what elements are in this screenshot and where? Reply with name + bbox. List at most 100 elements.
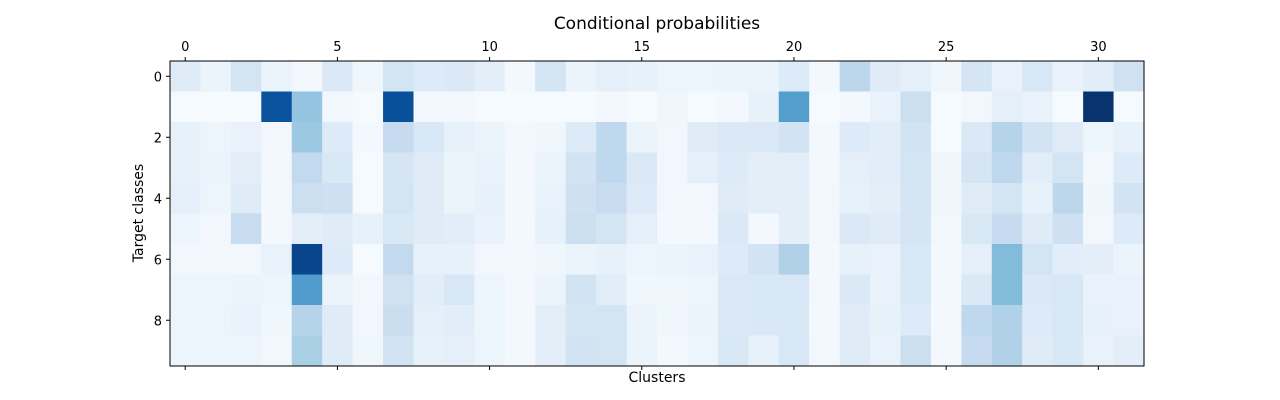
heatmap-cell <box>626 274 658 306</box>
heatmap-cell <box>291 274 323 306</box>
heatmap-cell <box>230 274 262 306</box>
x-tick-label: 30 <box>1090 40 1107 55</box>
heatmap-cell <box>383 152 415 184</box>
heatmap-cell <box>809 122 841 154</box>
heatmap-cell <box>1052 244 1084 276</box>
heatmap-cell <box>930 274 962 306</box>
heatmap-cell <box>535 152 567 184</box>
heatmap-cell <box>383 305 415 337</box>
heatmap-cell <box>170 305 202 337</box>
heatmap-cell <box>870 61 902 93</box>
heatmap-cell <box>596 335 628 367</box>
heatmap-cell <box>717 305 749 337</box>
heatmap-cell <box>870 335 902 367</box>
heatmap-cell <box>230 183 262 215</box>
heatmap-cell <box>413 61 445 93</box>
heatmap-cell <box>352 305 384 337</box>
heatmap-cell <box>291 244 323 276</box>
heatmap-cell <box>535 61 567 93</box>
heatmap-cell <box>687 213 719 245</box>
heatmap-cell <box>443 91 475 123</box>
heatmap-cell <box>1113 305 1145 337</box>
heatmap-cell <box>1113 61 1145 93</box>
heatmap-cell <box>504 274 536 306</box>
y-tick-label: 4 <box>154 192 162 207</box>
heatmap-cell <box>565 61 597 93</box>
heatmap-cell <box>961 91 993 123</box>
heatmap-cell <box>1083 335 1115 367</box>
heatmap-cell <box>900 91 932 123</box>
heatmap-cell <box>930 305 962 337</box>
heatmap-cells <box>170 61 1145 367</box>
heatmap-cell <box>443 274 475 306</box>
heatmap-cell <box>717 152 749 184</box>
heatmap-cell <box>474 305 506 337</box>
heatmap-cell <box>200 91 232 123</box>
heatmap-cell <box>1083 183 1115 215</box>
heatmap-cell <box>383 61 415 93</box>
heatmap-cell <box>900 122 932 154</box>
heatmap-cell <box>1022 183 1054 215</box>
heatmap-cell <box>504 305 536 337</box>
heatmap-cell <box>870 244 902 276</box>
heatmap-cell <box>748 122 780 154</box>
heatmap-cell <box>291 122 323 154</box>
heatmap-cell <box>352 244 384 276</box>
heatmap-cell <box>839 61 871 93</box>
heatmap-cell <box>717 183 749 215</box>
y-tick-label: 2 <box>154 131 162 146</box>
heatmap-cell <box>1022 244 1054 276</box>
heatmap-cell <box>687 305 719 337</box>
heatmap-cell <box>839 91 871 123</box>
heatmap-cell <box>352 183 384 215</box>
heatmap-cell <box>991 335 1023 367</box>
heatmap-cell <box>809 335 841 367</box>
heatmap-cell <box>291 152 323 184</box>
y-tick-label: 8 <box>154 314 162 329</box>
heatmap-cell <box>839 305 871 337</box>
heatmap-cell <box>1022 91 1054 123</box>
heatmap-cell <box>930 213 962 245</box>
heatmap-cell <box>1083 61 1115 93</box>
heatmap-cell <box>657 183 689 215</box>
heatmap-cell <box>961 213 993 245</box>
heatmap-cell <box>413 122 445 154</box>
heatmap-cell <box>322 183 354 215</box>
heatmap-cell <box>626 152 658 184</box>
x-tick-label: 10 <box>481 40 498 55</box>
heatmap-cell <box>778 274 810 306</box>
heatmap-cell <box>748 61 780 93</box>
heatmap-cell <box>383 244 415 276</box>
heatmap-cell <box>717 61 749 93</box>
heatmap-cell <box>930 335 962 367</box>
heatmap-cell <box>322 122 354 154</box>
heatmap-cell <box>1083 274 1115 306</box>
heatmap-cell <box>839 183 871 215</box>
heatmap-cell <box>687 335 719 367</box>
heatmap-cell <box>1022 274 1054 306</box>
heatmap-cell <box>170 91 202 123</box>
heatmap-cell <box>961 305 993 337</box>
heatmap-cell <box>230 61 262 93</box>
heatmap-cell <box>261 152 293 184</box>
heatmap-cell <box>261 305 293 337</box>
heatmap-cell <box>261 91 293 123</box>
heatmap-cell <box>443 305 475 337</box>
heatmap-cell <box>170 335 202 367</box>
heatmap-cell <box>565 305 597 337</box>
heatmap-cell <box>200 152 232 184</box>
heatmap-cell <box>322 152 354 184</box>
heatmap-cell <box>1022 122 1054 154</box>
heatmap-cell <box>870 305 902 337</box>
heatmap-cell <box>748 305 780 337</box>
heatmap-cell <box>200 213 232 245</box>
heatmap-cell <box>596 152 628 184</box>
heatmap-cell <box>352 335 384 367</box>
heatmap-cell <box>291 213 323 245</box>
heatmap-cell <box>626 335 658 367</box>
heatmap-cell <box>383 183 415 215</box>
heatmap-cell <box>1052 122 1084 154</box>
heatmap-cell <box>1022 213 1054 245</box>
heatmap-cell <box>413 274 445 306</box>
